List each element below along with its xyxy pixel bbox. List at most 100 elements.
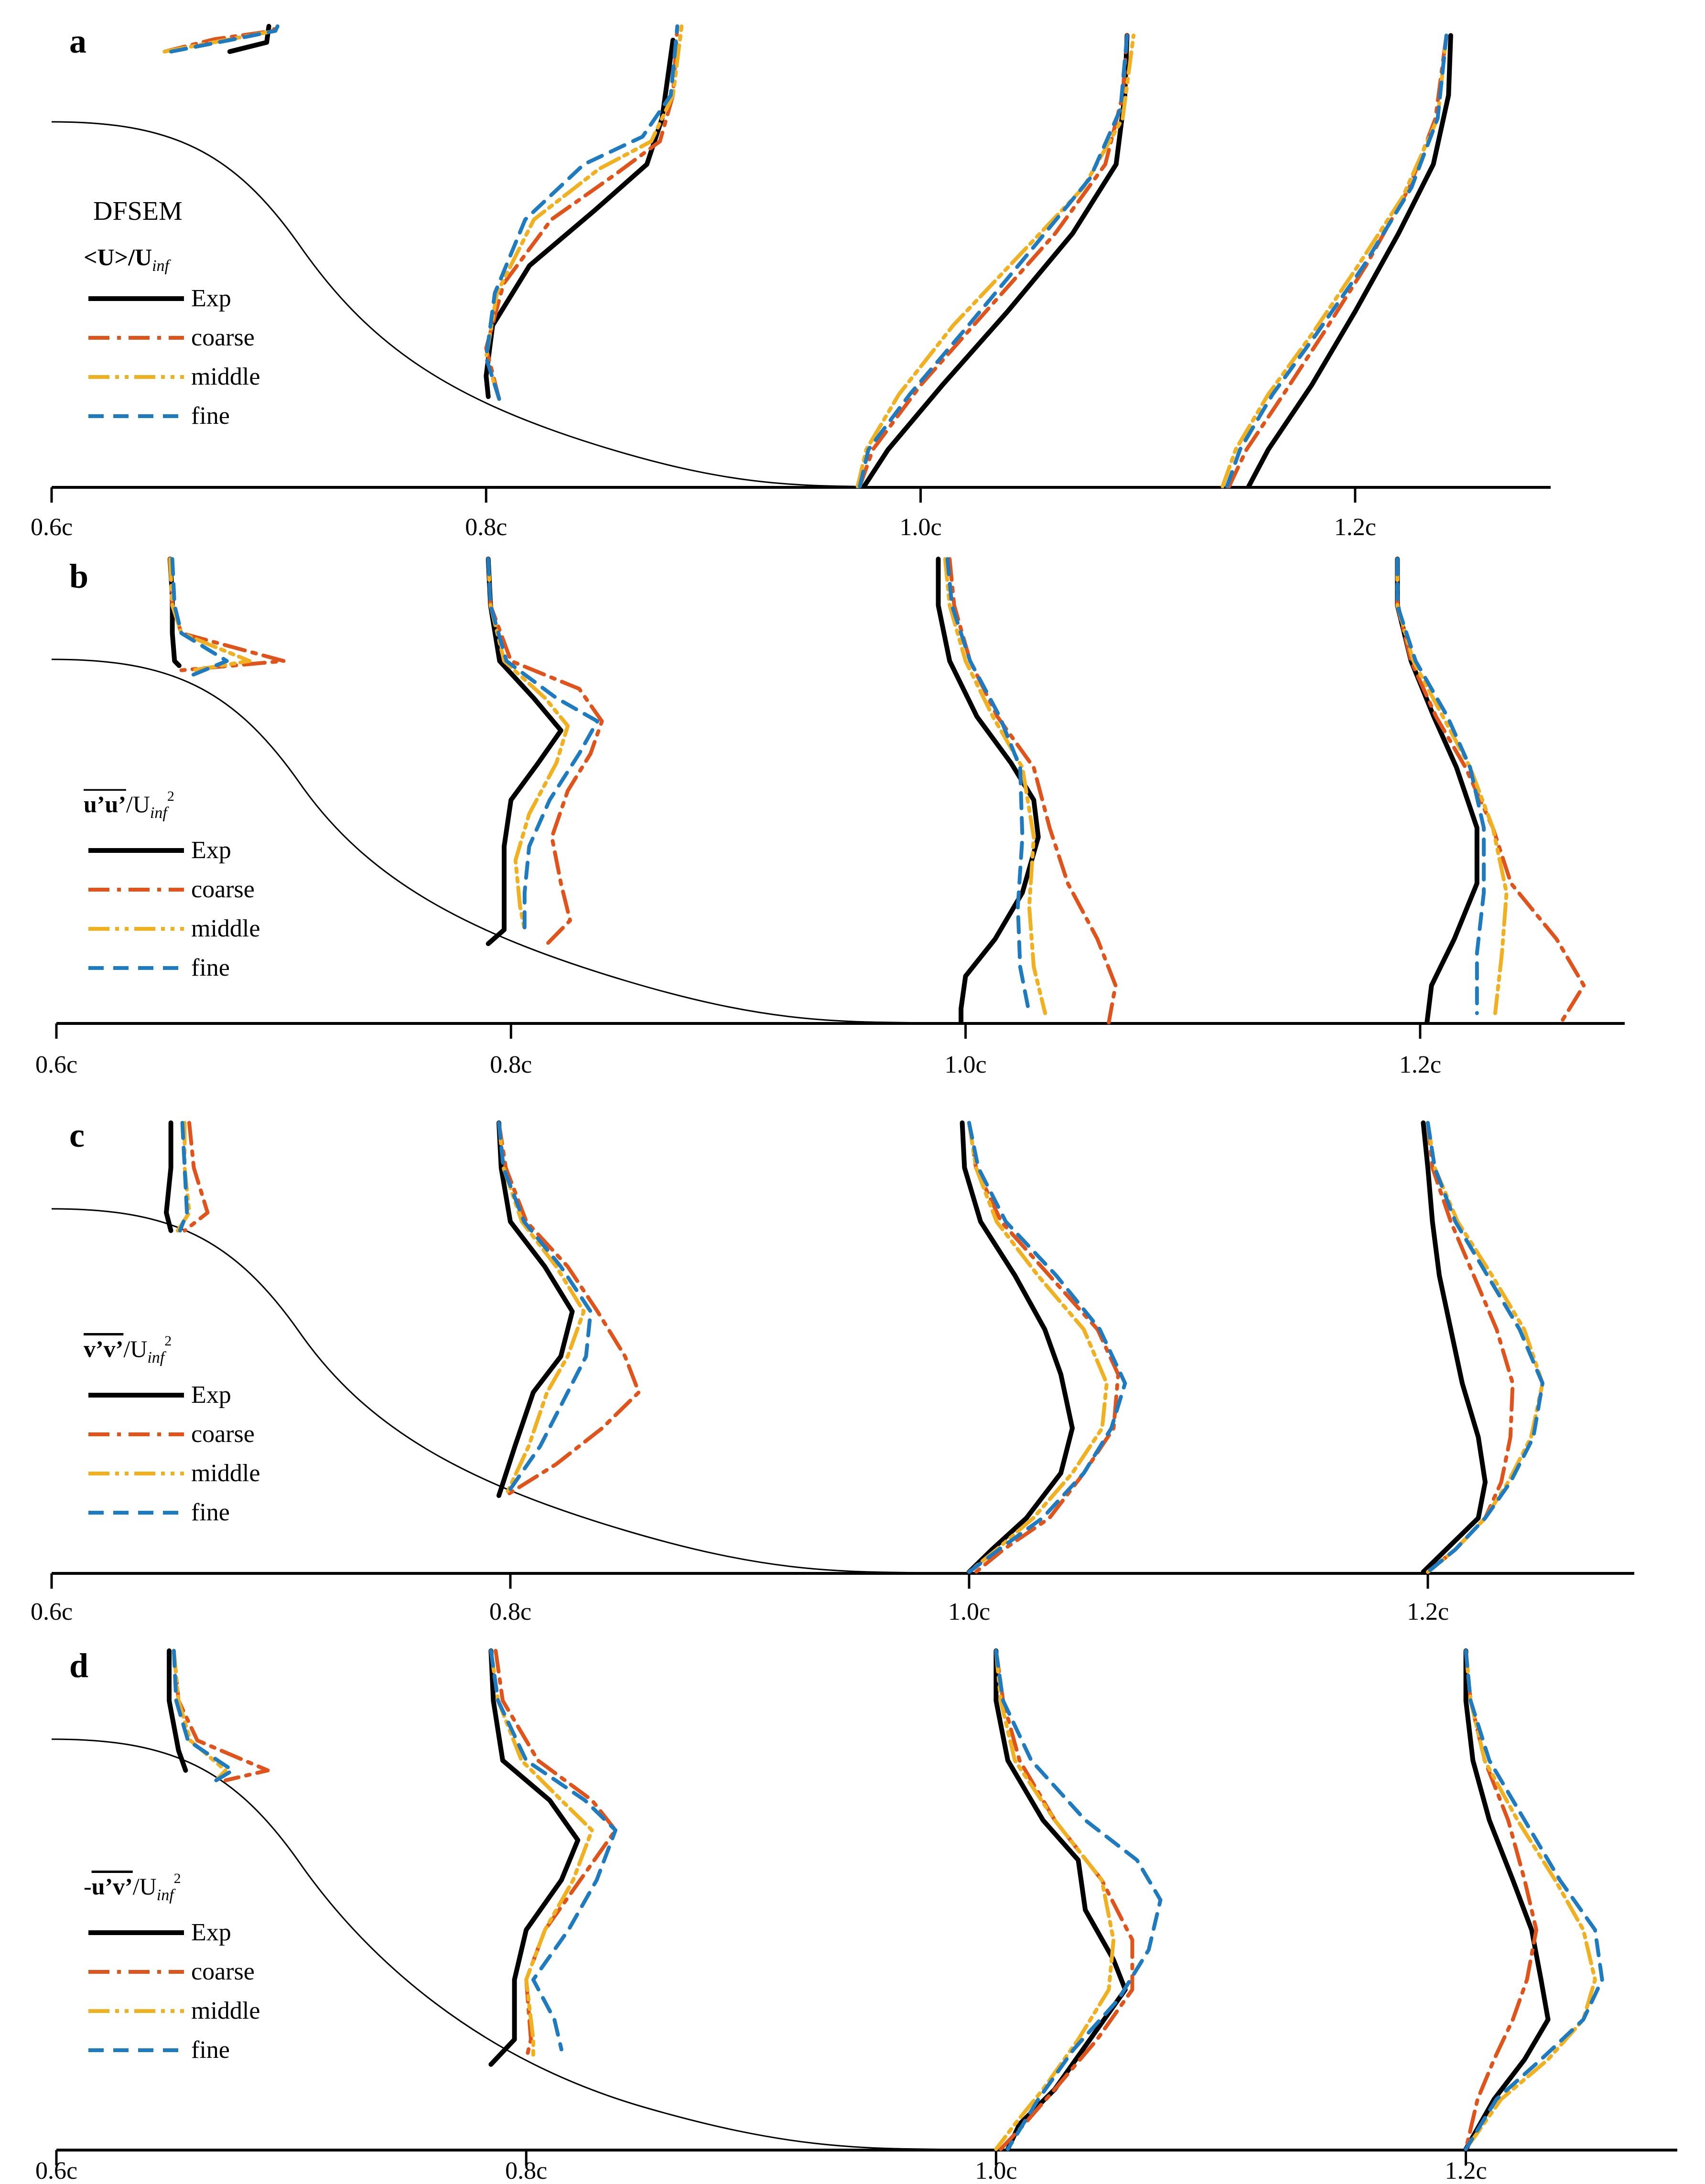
legend-label-Exp: Exp [191,1381,231,1409]
series-coarse [172,1649,1538,2151]
profile-coarse-station-2 [994,1649,1134,2151]
x-tick-label: 1.2c [1445,2157,1487,2184]
variable-superscript: 2 [174,1871,181,1886]
profile-coarse-station-2 [967,1121,1120,1574]
profile-middle-station-0 [168,557,252,672]
legend-label-Exp: Exp [191,285,231,312]
hill-surface [51,121,921,488]
profile-fine-station-1 [486,557,600,932]
profile-fine-station-2 [994,1649,1163,2151]
series-fine [172,1649,1604,2151]
variable-superscript: 2 [167,788,174,804]
legend-label-middle: middle [191,915,260,942]
profile-Exp-station-2 [960,1120,1075,1574]
variable-subscript: inf [152,257,171,275]
profile-fine-station-0 [172,1649,235,1783]
variable-label: -u’v’/Uinf2 [84,1871,181,1904]
profile-Exp-station-3 [1421,1120,1488,1574]
profile-fine-station-1 [489,1649,617,2052]
legend-label-coarse: coarse [191,324,255,351]
profile-coarse-station-0 [162,24,278,54]
profile-Exp-station-0 [167,557,182,668]
profile-middle-station-2 [994,1649,1116,2151]
hill-surface [51,1738,996,2151]
variable-prefix: - [84,1873,92,1900]
profile-fine-station-2 [967,1121,1127,1574]
x-tick-label: 0.6c [31,1598,73,1625]
profile-fine-station-0 [178,1121,189,1233]
profile-middle-station-2 [967,1121,1109,1574]
x-tick-label: 1.2c [1334,514,1376,541]
profile-middle-station-2 [855,33,1136,488]
profile-fine-station-3 [1395,557,1486,1015]
legend-label-coarse: coarse [191,876,255,903]
profile-fine-station-0 [169,24,280,54]
variable-main: <U>/U [84,244,152,270]
panel-letter: d [69,1646,88,1685]
legend-label-fine: fine [191,954,230,981]
legend-label-fine: fine [191,1499,230,1526]
legend-label-Exp: Exp [191,837,231,864]
series-fine [169,24,1448,488]
variable-main: u’u’ [84,791,126,818]
profile-middle-station-1 [489,1649,594,2062]
profile-Exp-station-3 [1246,33,1453,489]
x-tick-label: 1.2c [1407,1598,1449,1625]
series-middle [162,24,1448,488]
profile-Exp-station-2 [936,557,1041,1025]
x-tick-label: 0.8c [490,1051,532,1078]
profile-coarse-station-3 [1227,33,1448,488]
profile-coarse-station-1 [486,557,604,946]
profile-coarse-station-3 [1426,1121,1515,1574]
variable-main: v’v’ [84,1335,123,1362]
panel-d: d 0.6c 0.8c 1.0c 1.2c -u’v’/Uinf2 Exp coarse mid… [35,1646,1677,2184]
panel-c: c 0.6c 0.8c 1.0c 1.2c v’v’/Uinf2 Exp coarse midd… [31,1116,1634,1625]
profile-middle-station-1 [484,24,684,401]
hill-surface [51,658,966,1024]
panel-b: b 0.6c 0.8c 1.0c 1.2c u’u’/Uinf2 Exp coarse midd… [35,557,1625,1078]
x-tick-label: 0.8c [465,514,507,541]
panel-letter: a [69,22,86,60]
x-tick-label: 1.2c [1399,1051,1441,1078]
x-tick-label: 0.6c [31,514,73,541]
variable-suffix: /U [126,791,150,818]
profile-fine-station-0 [170,557,229,677]
series-fine [170,557,1486,1015]
variable-main: u’v’ [92,1873,133,1900]
method-label: DFSEM [93,196,183,226]
profile-Exp-station-3 [1395,557,1479,1025]
profile-Exp-station-1 [488,1648,581,2067]
legend-label-fine: fine [191,2036,230,2064]
variable-suffix: /U [123,1335,147,1362]
profile-coarse-station-1 [484,24,680,401]
profile-coarse-station-2 [948,557,1118,1024]
profile-Exp-station-3 [1463,1648,1551,2152]
profile-fine-station-1 [484,24,680,401]
profile-coarse-station-0 [183,1121,210,1233]
profile-fine-station-2 [858,33,1129,488]
profile-coarse-station-3 [1395,557,1586,1024]
variable-subscript: inf [147,1349,166,1366]
x-tick-label: 1.0c [900,514,942,541]
panel-letter: c [69,1116,85,1154]
variable-subscript: inf [157,1886,176,1904]
profile-Exp-station-1 [484,37,676,399]
profile-fine-station-3 [1225,33,1448,488]
variable-superscript: 2 [164,1333,172,1349]
profile-Exp-station-0 [167,1648,188,1773]
profile-fine-station-2 [945,557,1031,1015]
x-tick-label: 1.0c [945,1051,987,1078]
profile-Exp-station-1 [486,557,563,947]
profile-Exp-station-1 [496,1120,575,1498]
series-Exp [167,1648,1551,2152]
profile-middle-station-3 [1464,1649,1597,2151]
legend-label-middle: middle [191,1460,260,1487]
x-tick-label: 0.6c [35,2157,77,2184]
series-coarse [183,1121,1515,1574]
profile-fine-station-3 [1464,1649,1604,2151]
series-Exp [167,557,1479,1025]
profile-Exp-station-0 [164,1120,173,1233]
hill-surface [51,1208,970,1574]
variable-label: u’u’/Uinf2 [84,788,174,822]
legend-label-Exp: Exp [191,1919,231,1946]
